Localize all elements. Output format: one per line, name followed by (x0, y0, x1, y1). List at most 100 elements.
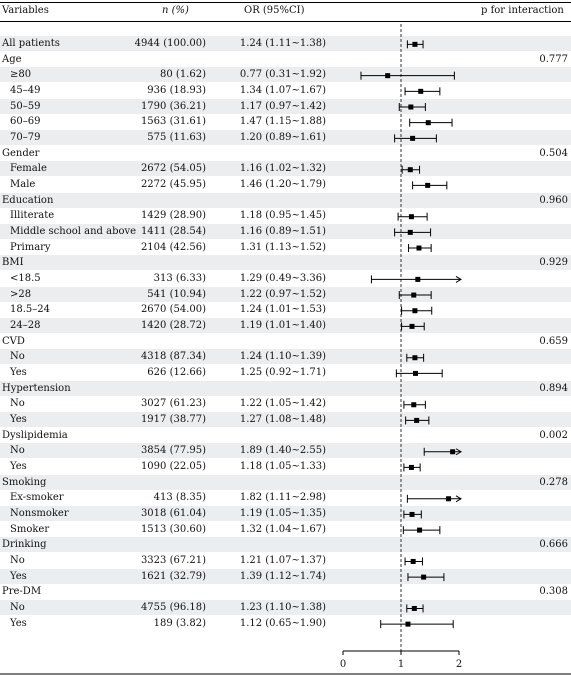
point-estimate (450, 449, 456, 455)
table-row: >28 541 (10.94) 1.22 (0.97~1.52) (0, 286, 571, 302)
table-row: Hypertension 0.894 (0, 380, 571, 396)
row-label: Age (2, 53, 22, 65)
table-row: <18.5 313 (6.33) 1.29 (0.49~3.36) (0, 271, 571, 286)
row-label: <18.5 (10, 273, 41, 285)
table-row: Ex-smoker 413 (8.35) 1.82 (1.11~2.98) (0, 490, 571, 505)
row-n: 413 (8.35) (153, 492, 206, 504)
table-row: Age 0.777 (0, 52, 571, 67)
row-or: 1.18 (1.05~1.33) (239, 461, 326, 473)
table-row: No 4318 (87.34) 1.24 (1.10~1.39) (0, 349, 571, 365)
row-n: 313 (6.33) (153, 273, 206, 285)
point-estimate (411, 402, 417, 408)
row-or: 1.25 (0.92~1.71) (239, 367, 326, 379)
row-n: 2672 (54.05) (140, 163, 206, 175)
row-label: Primary (10, 241, 51, 253)
point-estimate (416, 245, 422, 251)
row-label: Male (10, 179, 36, 191)
row-n: 2272 (45.95) (140, 179, 206, 191)
row-or: 1.22 (0.97~1.52) (239, 288, 326, 300)
row-label: Education (2, 194, 54, 206)
point-estimate (414, 417, 420, 423)
top-rule (0, 2, 571, 3)
row-or: 1.18 (0.95~1.45) (239, 210, 326, 222)
point-estimate (425, 182, 431, 188)
row-label: Smoker (10, 523, 50, 535)
row-n: 3854 (77.95) (140, 445, 206, 457)
row-or: 1.17 (0.97~1.42) (239, 100, 326, 112)
row-label: BMI (2, 257, 24, 269)
row-label: ≥80 (10, 69, 32, 81)
row-or: 1.12 (0.65~1.90) (239, 617, 326, 629)
row-label: Yes (10, 617, 27, 629)
row-label: >28 (10, 288, 32, 300)
row-label: Yes (10, 461, 27, 473)
point-estimate (411, 292, 417, 298)
row-n: 4318 (87.34) (140, 351, 206, 363)
point-estimate (413, 370, 418, 376)
point-estimate (409, 323, 415, 329)
row-n: 1429 (28.90) (140, 210, 206, 222)
row-n: 1563 (31.61) (140, 116, 206, 128)
row-label: Nonsmoker (10, 508, 69, 520)
point-estimate (446, 496, 452, 502)
row-label: Gender (2, 147, 40, 159)
point-estimate (408, 464, 414, 470)
row-or: 1.82 (1.11~2.98) (239, 492, 326, 504)
row-p-interaction: 0.308 (539, 586, 568, 598)
row-label: 18.5–24 (10, 304, 50, 316)
point-estimate (410, 135, 416, 141)
row-or: 1.16 (1.02~1.32) (239, 163, 326, 175)
row-p-interaction: 0.929 (539, 257, 568, 269)
row-label: 24–28 (10, 320, 41, 332)
row-or: 1.46 (1.20~1.79) (239, 179, 326, 191)
table-row: Smoking 0.278 (0, 474, 571, 490)
row-n: 3323 (67.21) (140, 555, 206, 567)
header-or: OR (95%CI) (244, 5, 305, 16)
row-p-interaction: 0.002 (539, 429, 568, 441)
row-n: 541 (10.94) (147, 288, 206, 300)
row-or: 1.19 (1.01~1.40) (239, 320, 326, 332)
row-n: 936 (18.93) (147, 85, 206, 96)
table-row: No 4755 (96.18) 1.23 (1.10~1.38) (0, 600, 571, 616)
row-label: Smoking (2, 476, 47, 488)
row-n: 2670 (54.00) (140, 304, 206, 316)
point-estimate (412, 41, 418, 47)
point-estimate (410, 558, 416, 564)
x-tick-label: 0 (340, 659, 346, 670)
row-or: 1.39 (1.12~1.74) (239, 570, 326, 582)
point-estimate (408, 214, 414, 220)
row-n: 1420 (28.72) (140, 320, 206, 332)
point-estimate (385, 73, 391, 79)
row-or: 1.20 (0.89~1.61) (239, 132, 326, 144)
row-n: 4944 (100.00) (134, 38, 206, 49)
point-estimate (412, 355, 418, 361)
row-or: 1.32 (1.04~1.67) (239, 523, 326, 535)
row-or: 1.89 (1.40~2.55) (239, 445, 326, 457)
row-label: 60–69 (10, 116, 41, 128)
row-or: 1.24 (1.11~1.38) (239, 38, 326, 49)
row-p-interaction: 0.278 (539, 476, 568, 488)
table-row: 50–59 1790 (36.21) 1.17 (0.97~1.42) (0, 98, 571, 114)
point-estimate (415, 276, 421, 282)
table-row: All patients 4944 (100.00) 1.24 (1.11~1.38… (0, 36, 571, 51)
table-row: Nonsmoker 3018 (61.04) 1.19 (1.05~1.35) (0, 506, 571, 522)
point-estimate (407, 229, 413, 235)
row-n: 3018 (61.04) (140, 508, 206, 520)
row-label: Illiterate (10, 210, 55, 222)
point-estimate (407, 167, 413, 173)
table-row: Education 0.960 (0, 192, 571, 208)
row-n: 1621 (32.79) (140, 570, 206, 582)
table-row: 24–28 1420 (28.72) 1.19 (1.01~1.40) (0, 318, 571, 334)
table-row: No 3323 (67.21) 1.21 (1.07~1.37) (0, 553, 571, 568)
point-estimate (411, 605, 417, 611)
row-n: 80 (1.62) (160, 69, 206, 81)
table-row: 70–79 575 (11.63) 1.20 (0.89~1.61) (0, 130, 571, 146)
point-estimate (418, 88, 424, 94)
table-row: 45–49 936 (18.93) 1.34 (1.07~1.67) (0, 83, 571, 98)
ci-arrow (455, 495, 462, 503)
row-n: 3027 (61.23) (140, 398, 206, 410)
row-or: 1.47 (1.15~1.88) (239, 116, 326, 128)
x-tick-label: 1 (398, 659, 404, 670)
row-n: 575 (11.63) (147, 132, 206, 144)
row-p-interaction: 0.666 (539, 539, 568, 551)
